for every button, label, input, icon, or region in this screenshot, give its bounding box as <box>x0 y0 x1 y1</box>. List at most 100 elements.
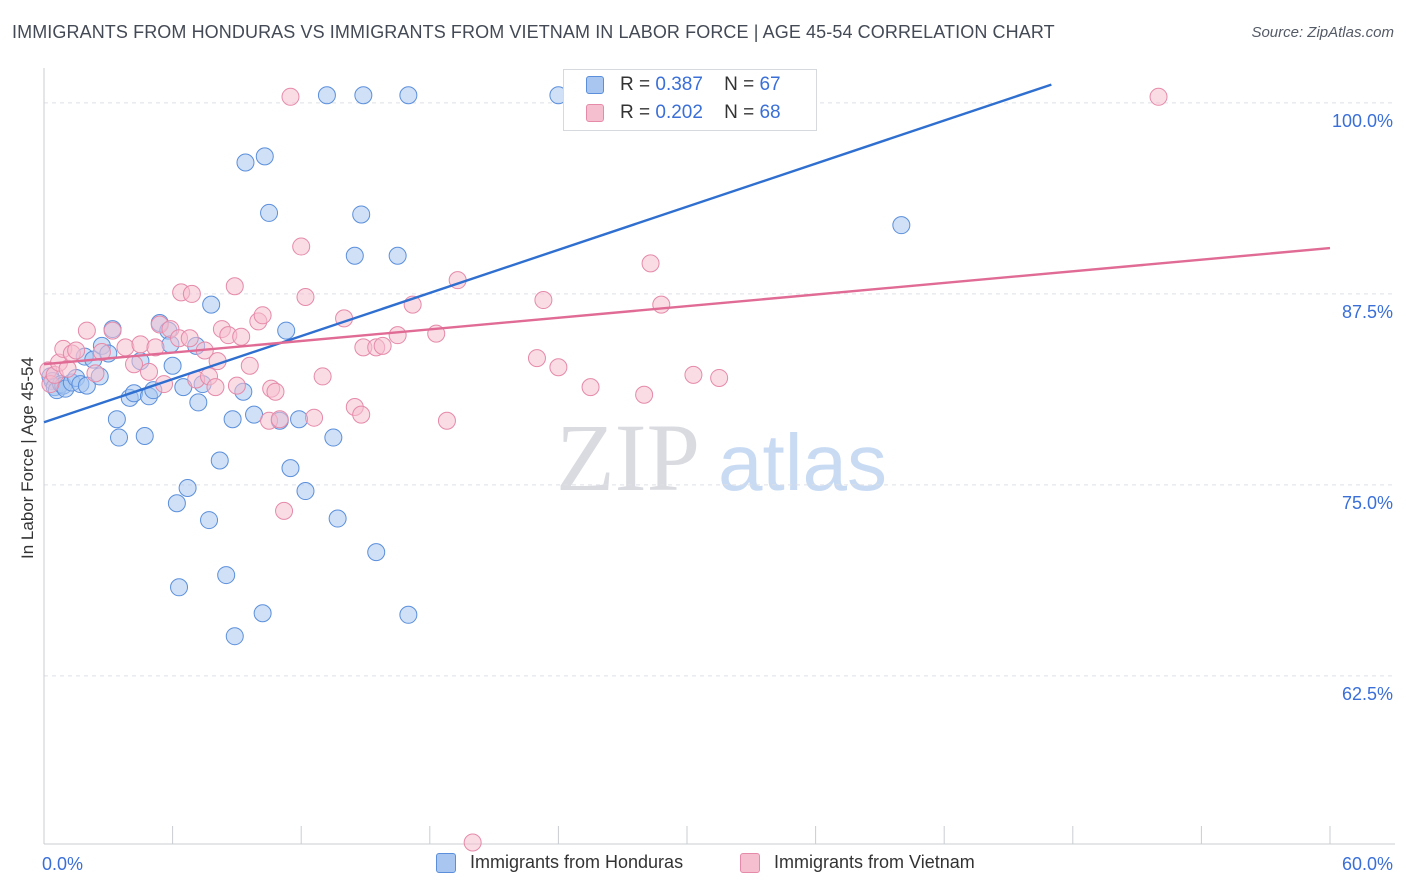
vietnam-point <box>266 382 285 401</box>
vietnam-point <box>534 291 553 310</box>
legend-n-value-vietnam: 68 <box>759 102 781 123</box>
legend-r-label: R = <box>620 74 651 95</box>
honduras-point <box>367 543 386 562</box>
x-tick-label: 0.0% <box>42 854 83 874</box>
vietnam-point <box>352 405 371 424</box>
vietnam-point <box>388 326 407 345</box>
legend-n-label: N = <box>724 102 755 123</box>
honduras-point <box>217 566 236 585</box>
vietnam-point <box>652 295 671 314</box>
bottom-legend-swatch-honduras <box>436 853 456 873</box>
honduras-point <box>255 147 274 166</box>
vietnam-point <box>125 355 144 374</box>
vietnam-point <box>227 376 246 395</box>
legend-r-value-vietnam: 0.202 <box>655 102 703 123</box>
vietnam-point <box>182 284 201 303</box>
honduras-point <box>324 428 343 447</box>
honduras-point <box>328 509 347 528</box>
vietnam-point <box>103 321 122 340</box>
vietnam-point <box>641 254 660 273</box>
honduras-point <box>202 295 221 314</box>
honduras-point <box>260 203 279 222</box>
honduras-point <box>245 405 264 424</box>
honduras-point <box>317 86 336 105</box>
honduras-point <box>135 427 154 446</box>
honduras-point <box>223 410 242 429</box>
honduras-point <box>281 459 300 478</box>
bottom-legend-swatch-vietnam <box>740 853 760 873</box>
honduras-point <box>296 482 315 501</box>
vietnam-point <box>275 501 294 520</box>
legend-r-value-honduras: 0.387 <box>655 74 703 95</box>
honduras-point <box>399 86 418 105</box>
vietnam-point <box>281 87 300 106</box>
vietnam-point <box>253 306 272 325</box>
honduras-point <box>236 153 255 172</box>
honduras-point <box>225 627 244 646</box>
honduras-point <box>388 246 407 265</box>
y-tick-label: 75.0% <box>1342 493 1393 513</box>
honduras-point <box>110 428 129 447</box>
vietnam-point <box>710 368 729 387</box>
honduras-point <box>170 578 189 597</box>
vietnam-point <box>131 335 150 354</box>
vietnam-point <box>206 378 225 397</box>
honduras-point <box>352 205 371 224</box>
honduras-point <box>210 451 229 470</box>
honduras-point <box>290 410 309 429</box>
vietnam-point <box>463 833 482 852</box>
watermark-zip: ZIP <box>556 404 700 511</box>
vietnam-point <box>684 365 703 384</box>
honduras-point <box>107 410 126 429</box>
vietnam-point <box>292 237 311 256</box>
vietnam-points <box>39 87 1168 852</box>
legend-swatch-honduras <box>586 76 604 94</box>
x-tick-label: 60.0% <box>1342 854 1393 874</box>
honduras-point <box>399 605 418 624</box>
legend-n-label: N = <box>724 74 755 95</box>
watermark: ZIP atlas <box>556 404 887 511</box>
vietnam-point <box>305 408 324 427</box>
watermark-atlas: atlas <box>718 418 887 507</box>
honduras-point <box>178 478 197 497</box>
vietnam-trend-line <box>43 246 1331 366</box>
vietnam-point <box>549 358 568 377</box>
legend-swatch-vietnam <box>586 104 604 122</box>
honduras-point <box>277 321 296 340</box>
honduras-point <box>163 356 182 375</box>
vietnam-point <box>635 385 654 404</box>
vietnam-point <box>86 364 105 383</box>
vietnam-point <box>1149 87 1168 106</box>
y-tick-label: 87.5% <box>1342 302 1393 322</box>
honduras-point <box>200 511 219 530</box>
legend-r-label: R = <box>620 102 651 123</box>
vietnam-point <box>180 329 199 348</box>
vietnam-point <box>67 341 86 360</box>
bottom-legend-label-honduras: Immigrants from Honduras <box>470 852 684 872</box>
honduras-point <box>167 494 186 513</box>
stats-legend: R = 0.387 N = 67 R = 0.202 N = 68 <box>563 69 817 131</box>
bottom-legend-label-vietnam: Immigrants from Vietnam <box>774 852 975 872</box>
vietnam-point <box>373 336 392 355</box>
honduras-point <box>354 86 373 105</box>
tick-labels: 100.0% 87.5% 75.0% 62.5% 0.0% 60.0% <box>42 111 1393 874</box>
trend-lines <box>43 83 1331 424</box>
legend-n-value-honduras: 67 <box>759 74 781 95</box>
vietnam-point <box>232 327 251 346</box>
honduras-point <box>77 376 96 395</box>
vietnam-point <box>92 342 111 361</box>
vietnam-point <box>77 321 96 340</box>
vietnam-point <box>140 362 159 381</box>
chart-title: IMMIGRANTS FROM HONDURAS VS IMMIGRANTS F… <box>12 22 1055 42</box>
y-tick-label: 100.0% <box>1332 111 1393 131</box>
vietnam-point <box>437 411 456 430</box>
honduras-trend-line <box>43 83 1052 424</box>
vietnam-point <box>581 378 600 397</box>
vietnam-point <box>313 367 332 386</box>
y-tick-label: 62.5% <box>1342 684 1393 704</box>
honduras-point <box>189 393 208 412</box>
source-label: Source: ZipAtlas.com <box>1251 24 1394 41</box>
honduras-point <box>892 216 911 235</box>
vietnam-point <box>146 338 165 357</box>
